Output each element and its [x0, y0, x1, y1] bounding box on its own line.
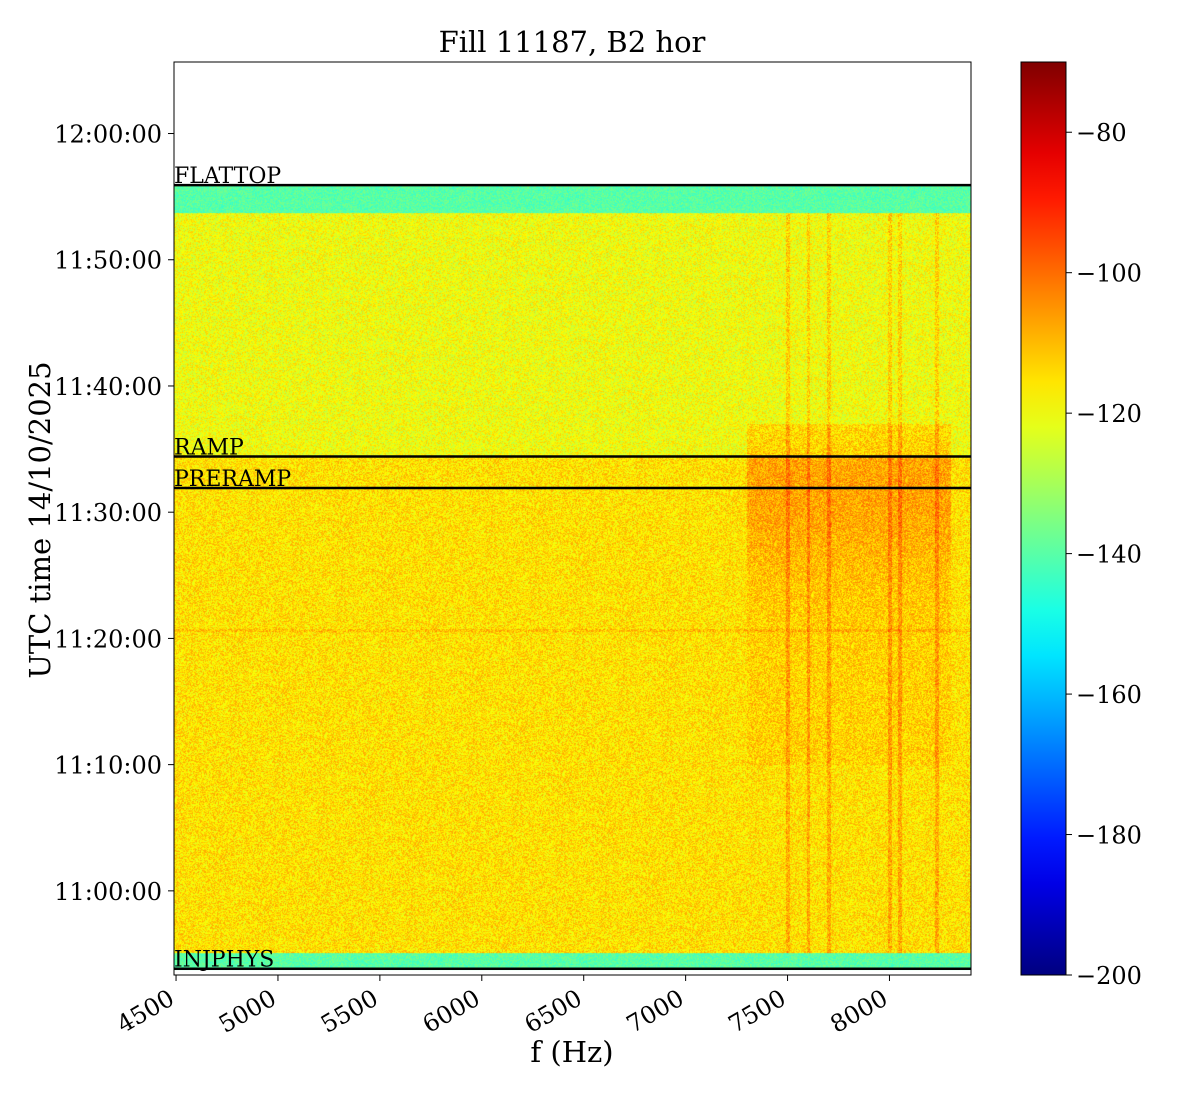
x-tick-label: 7500 [724, 984, 791, 1039]
y-tick-label: 11:50:00 [54, 247, 162, 275]
event-label-injphys: INJPHYS [174, 948, 274, 973]
x-tick-label: 8000 [826, 984, 893, 1039]
colorbar-tick-label: −80 [1076, 119, 1127, 147]
y-tick-label: 11:10:00 [54, 752, 162, 780]
y-tick-label: 11:20:00 [54, 625, 162, 653]
colorbar-tick-label: −100 [1076, 260, 1142, 288]
x-tick-label: 6500 [520, 984, 587, 1039]
y-tick-label: 11:30:00 [54, 499, 162, 527]
colorbar-ticks: −80 −100 −120 −140 −160 −180 −200 [1066, 119, 1142, 990]
event-markers: FLATTOP RAMP PRERAMP INJPHYS [174, 164, 971, 973]
event-label-preramp: PRERAMP [174, 467, 291, 492]
x-axis: 4500 5000 5500 6000 6500 7000 7500 8000 [112, 975, 892, 1039]
x-tick-label: 7000 [622, 984, 689, 1039]
colorbar-tick-label: −200 [1076, 962, 1142, 990]
plot-area [174, 62, 971, 975]
x-tick-label: 5000 [214, 984, 281, 1039]
x-tick-label: 4500 [112, 984, 179, 1039]
y-axis: 11:00:00 11:10:00 11:20:00 11:30:00 11:40:00… [54, 121, 174, 906]
y-tick-label: 11:40:00 [54, 373, 162, 401]
spectrogram-image [174, 185, 971, 971]
x-tick-label: 6000 [418, 984, 485, 1039]
colorbar-tick-label: −180 [1076, 822, 1142, 850]
y-tick-label: 12:00:00 [54, 121, 162, 149]
event-label-ramp: RAMP [174, 435, 244, 460]
y-tick-label: 11:00:00 [54, 878, 162, 906]
colorbar-tick-label: −160 [1076, 681, 1142, 709]
y-axis-label: UTC time 14/10/2025 [23, 361, 57, 678]
colorbar-tick-label: −140 [1076, 541, 1142, 569]
plot-frame [173, 61, 972, 976]
x-axis-label: f (Hz) [530, 1035, 613, 1069]
colorbar: −80 −100 −120 −140 −160 −180 −200 [1020, 61, 1142, 990]
chart-title: Fill 11187, B2 hor [439, 25, 706, 59]
event-label-flattop: FLATTOP [174, 164, 281, 189]
colorbar-tick-label: −120 [1076, 400, 1142, 428]
x-tick-label: 5500 [316, 984, 383, 1039]
colorbar-gradient [1020, 61, 1067, 976]
